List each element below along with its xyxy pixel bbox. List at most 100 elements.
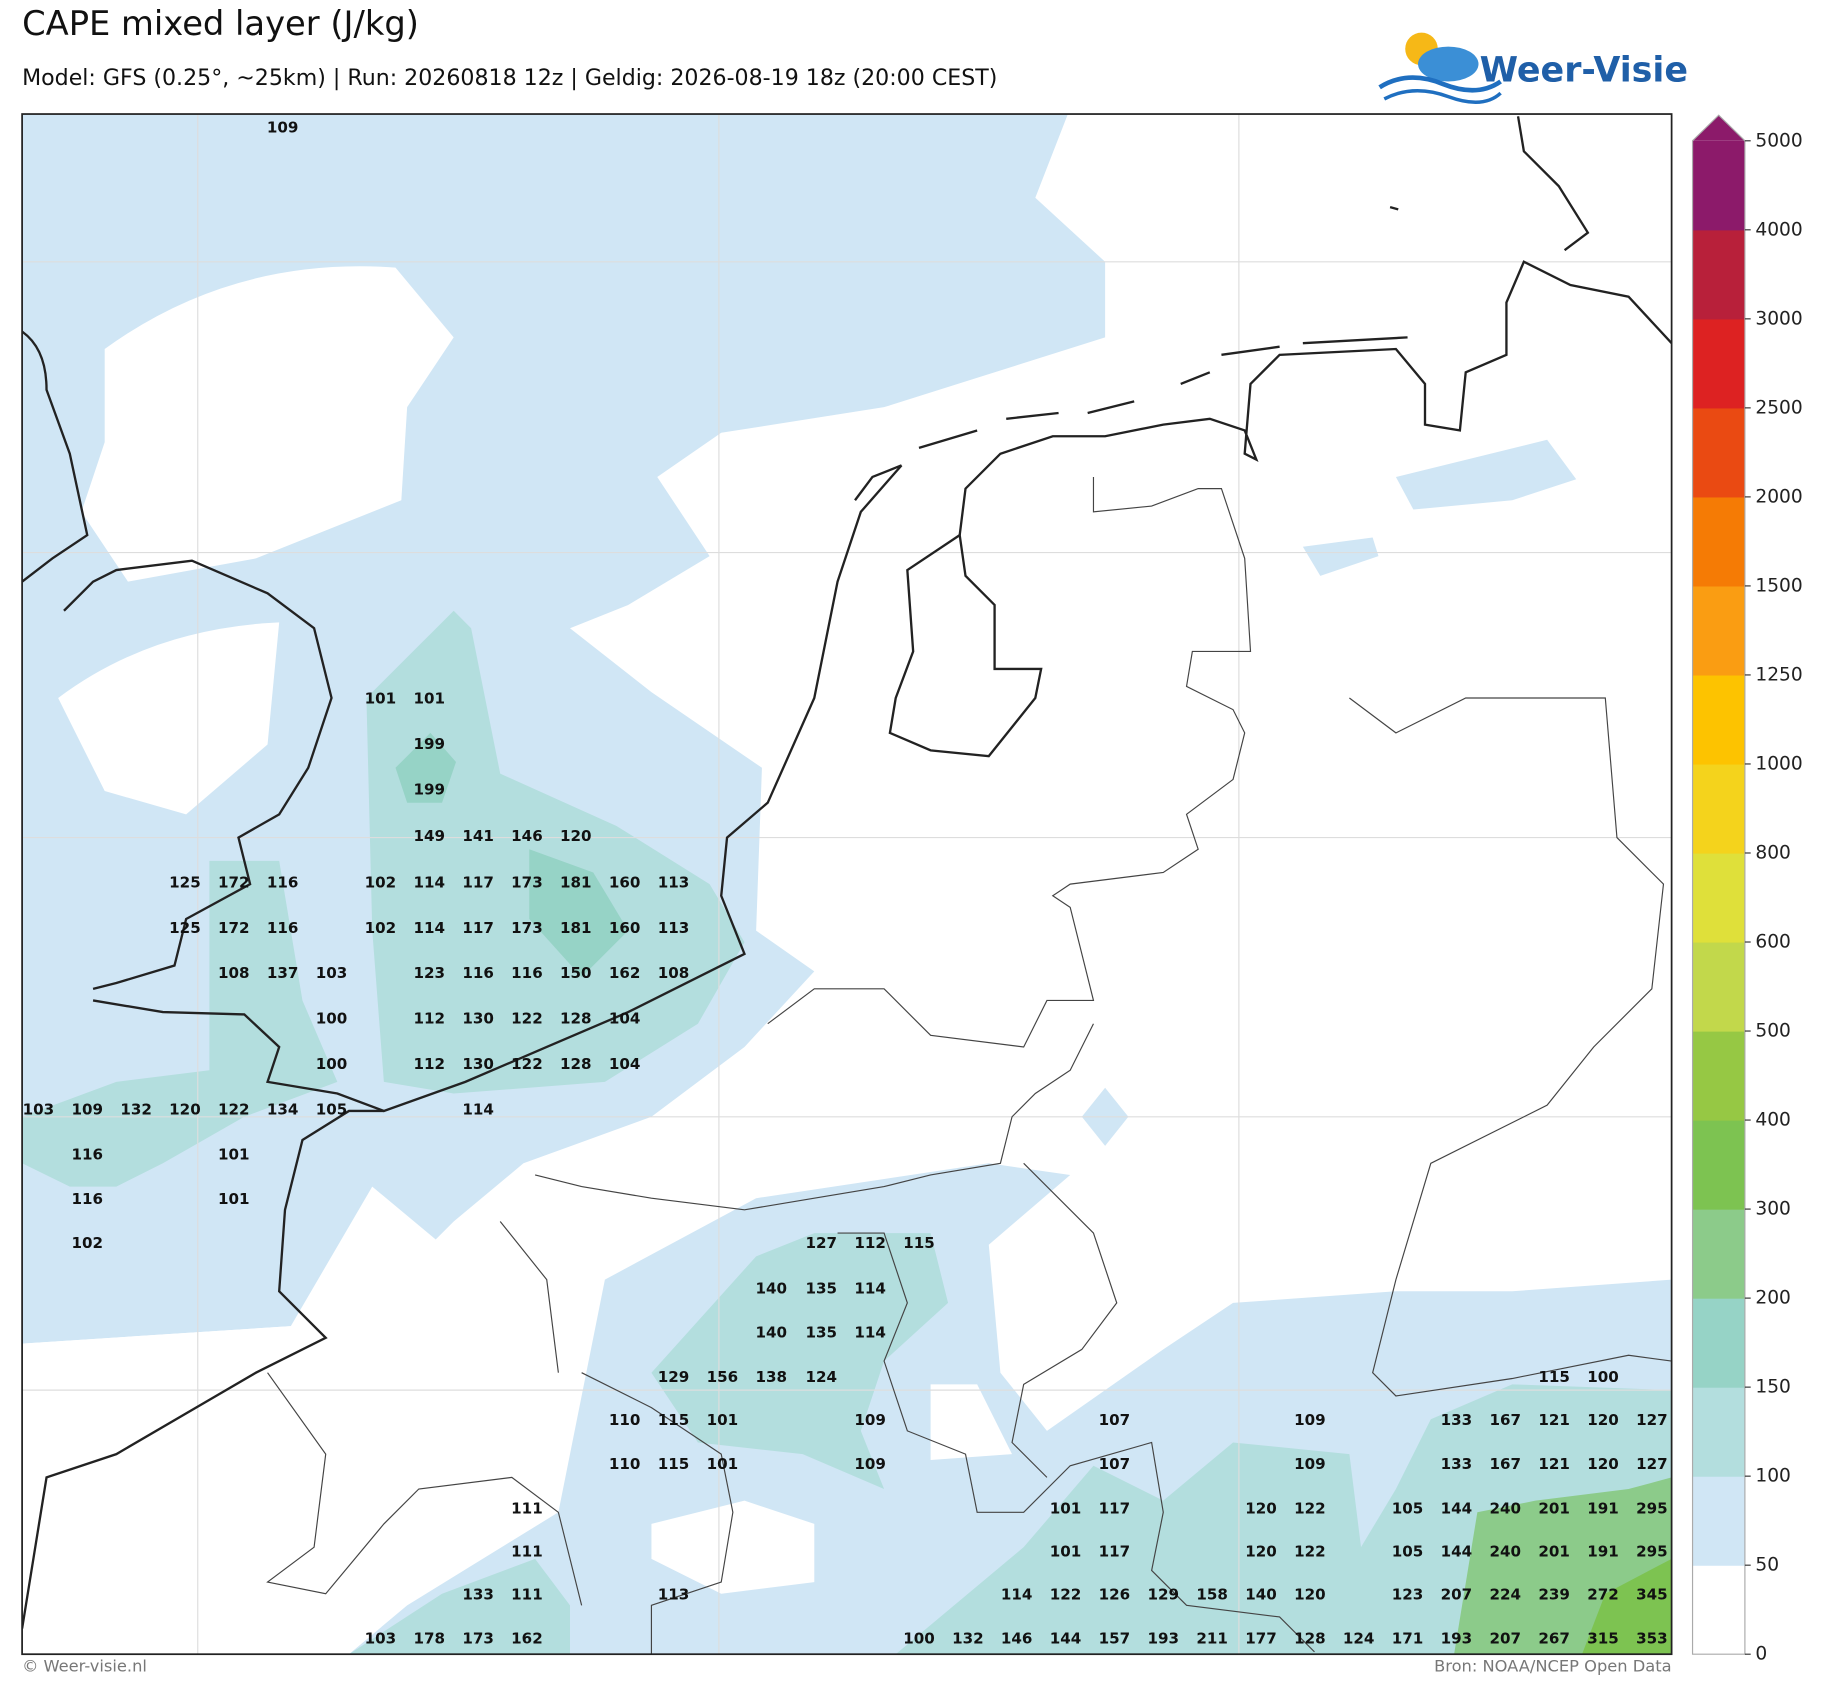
- value-label: 123: [413, 964, 445, 982]
- value-label: 113: [658, 919, 690, 937]
- colorbar-segment: [1692, 496, 1745, 587]
- value-label: 122: [218, 1100, 250, 1118]
- footer-right: Bron: NOAA/NCEP Open Data: [1434, 1657, 1672, 1676]
- value-label: 128: [1294, 1630, 1326, 1648]
- colorbar-tick-label: 1000: [1755, 753, 1802, 774]
- value-label: 124: [1343, 1630, 1375, 1648]
- value-label: 141: [462, 827, 494, 845]
- value-label: 109: [71, 1100, 103, 1118]
- colorbar-segment: [1692, 763, 1745, 854]
- value-label: 353: [1636, 1630, 1668, 1648]
- value-label: 114: [413, 919, 445, 937]
- value-label: 191: [1587, 1542, 1619, 1560]
- value-label: 127: [1636, 1455, 1668, 1473]
- value-label: 102: [365, 873, 397, 891]
- colorbar-segment: [1692, 585, 1745, 676]
- value-label: 101: [365, 690, 397, 708]
- value-label: 207: [1489, 1630, 1521, 1648]
- value-label: 129: [1147, 1585, 1179, 1603]
- subtitle: Model: GFS (0.25°, ~25km) | Run: 2026081…: [22, 65, 997, 91]
- colorbar-segment: [1692, 407, 1745, 498]
- value-label: 113: [658, 1585, 690, 1603]
- value-label: 101: [218, 1190, 250, 1208]
- value-label: 123: [1392, 1585, 1424, 1603]
- colorbar-tick-label: 2500: [1755, 397, 1802, 418]
- value-label: 128: [560, 1055, 592, 1073]
- colorbar-segment: [1692, 942, 1745, 1032]
- colorbar-tick-label: 600: [1755, 932, 1791, 953]
- value-label: 114: [413, 873, 445, 891]
- value-label: 105: [1392, 1542, 1424, 1560]
- value-label: 158: [1196, 1585, 1228, 1603]
- value-label: 101: [707, 1455, 739, 1473]
- colorbar-tick-label: 3000: [1755, 308, 1802, 329]
- value-label: 193: [1147, 1630, 1179, 1648]
- value-label: 114: [462, 1100, 494, 1118]
- value-label: 133: [1441, 1455, 1473, 1473]
- value-label: 157: [1099, 1630, 1131, 1648]
- value-label: 149: [413, 827, 445, 845]
- value-label: 100: [903, 1630, 935, 1648]
- value-label: 140: [755, 1279, 787, 1297]
- value-label: 120: [1294, 1585, 1326, 1603]
- value-label: 160: [609, 919, 641, 937]
- colorbar-segment: [1692, 1387, 1745, 1477]
- value-label: 101: [707, 1411, 739, 1429]
- footer-left: © Weer-visie.nl: [22, 1657, 147, 1676]
- colorbar-tick-label: 1250: [1755, 664, 1802, 685]
- value-label: 135: [805, 1324, 837, 1342]
- value-label: 110: [609, 1455, 641, 1473]
- value-label: 102: [365, 919, 397, 937]
- value-label: 120: [1587, 1455, 1619, 1473]
- value-label: 114: [854, 1324, 886, 1342]
- value-label: 108: [658, 964, 690, 982]
- colorbar-tick-label: 800: [1755, 842, 1791, 863]
- value-label: 105: [1392, 1499, 1424, 1517]
- colorbar-tick-label: 400: [1755, 1110, 1791, 1131]
- value-label: 144: [1050, 1630, 1082, 1648]
- value-label: 132: [120, 1100, 152, 1118]
- value-label: 105: [316, 1100, 348, 1118]
- value-label: 134: [267, 1100, 299, 1118]
- value-label: 117: [1099, 1542, 1131, 1560]
- colorbar-segment: [1692, 229, 1745, 320]
- value-label: 140: [1245, 1585, 1277, 1603]
- value-label: 172: [218, 919, 250, 937]
- colorbar-extend: [1692, 115, 1745, 141]
- value-label: 128: [560, 1010, 592, 1028]
- value-label: 129: [658, 1368, 690, 1386]
- value-label: 173: [462, 1630, 494, 1648]
- title: CAPE mixed layer (J/kg): [22, 4, 419, 43]
- value-label: 315: [1587, 1630, 1619, 1648]
- value-label: 107: [1099, 1455, 1131, 1473]
- value-label: 115: [1538, 1368, 1570, 1386]
- value-label: 104: [609, 1055, 641, 1073]
- value-label: 167: [1489, 1411, 1521, 1429]
- value-label: 101: [1050, 1499, 1082, 1517]
- value-label: 115: [658, 1455, 690, 1473]
- value-label: 121: [1538, 1411, 1570, 1429]
- value-label: 101: [1050, 1542, 1082, 1560]
- value-label: 114: [854, 1279, 886, 1297]
- value-label: 127: [805, 1234, 837, 1252]
- value-label: 116: [71, 1146, 103, 1164]
- value-label: 117: [1099, 1499, 1131, 1517]
- value-label: 101: [413, 690, 445, 708]
- colorbar-tick-label: 1500: [1755, 575, 1802, 596]
- value-label: 130: [462, 1010, 494, 1028]
- colorbar-tick-label: 200: [1755, 1288, 1791, 1309]
- colorbar-segment: [1692, 318, 1745, 409]
- value-label: 101: [218, 1146, 250, 1164]
- colorbar-tick-label: 50: [1755, 1555, 1779, 1576]
- value-label: 126: [1099, 1585, 1131, 1603]
- value-label: 138: [755, 1368, 787, 1386]
- value-label: 110: [609, 1411, 641, 1429]
- value-label: 272: [1587, 1585, 1619, 1603]
- value-label: 173: [511, 873, 543, 891]
- colorbar-tick-label: 5000: [1755, 130, 1802, 151]
- value-label: 207: [1441, 1585, 1473, 1603]
- value-label: 295: [1636, 1542, 1668, 1560]
- value-label: 201: [1538, 1499, 1570, 1517]
